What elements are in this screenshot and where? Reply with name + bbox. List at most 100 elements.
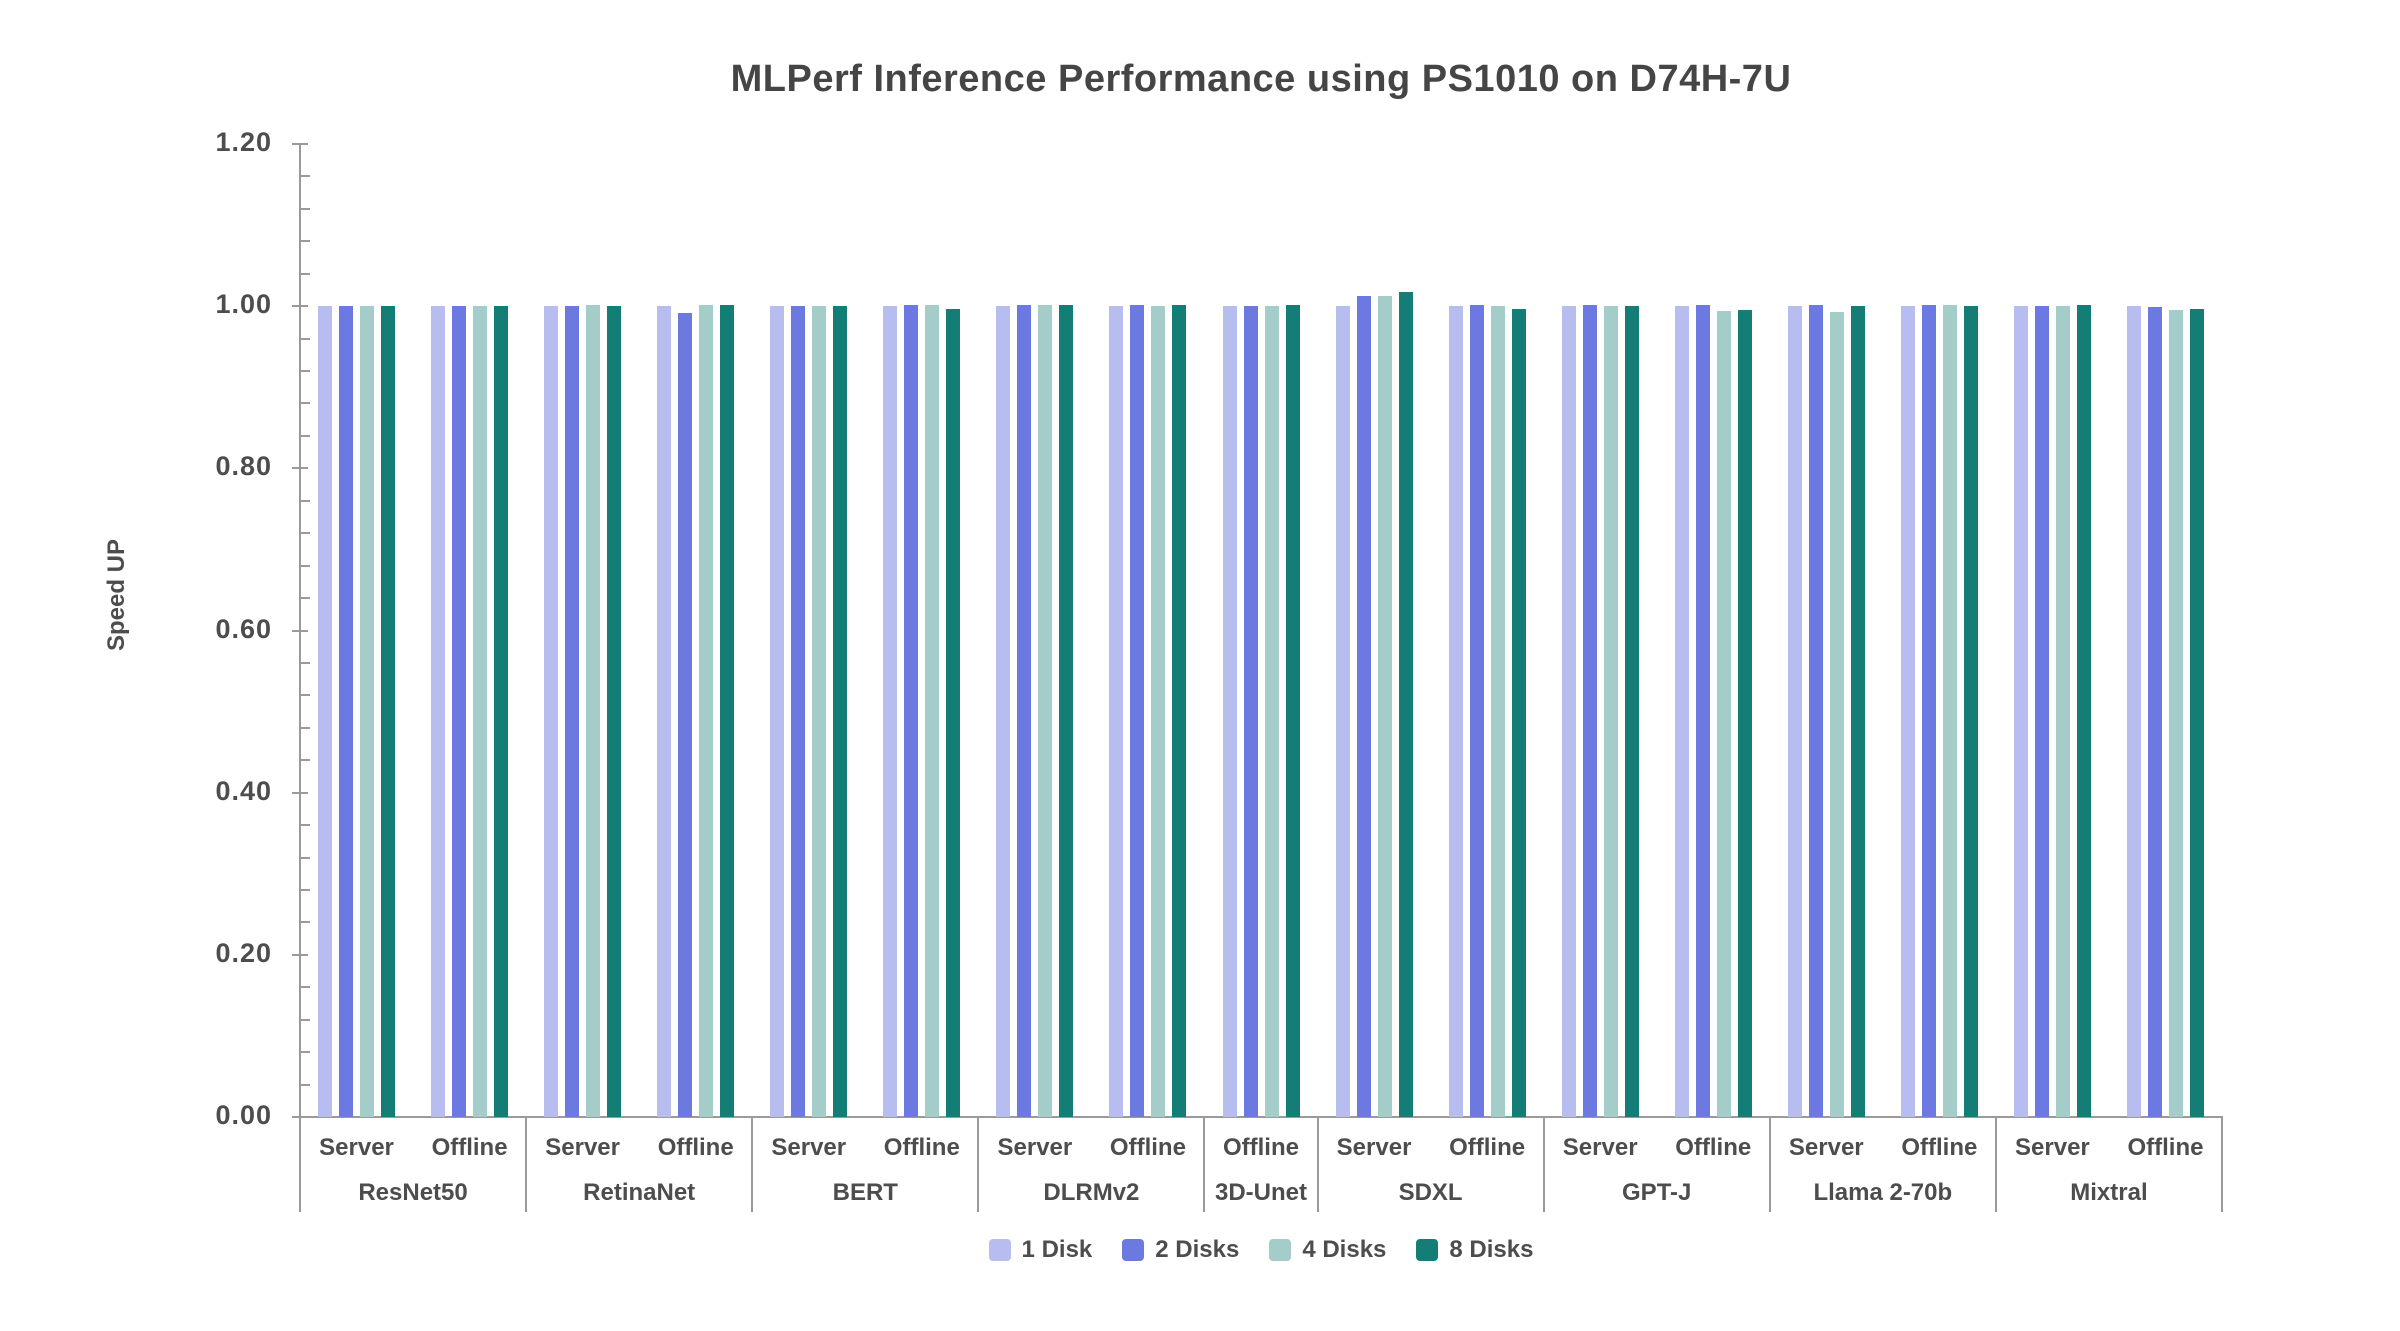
x-scenario-label: Server [997,1134,1073,1161]
bar-8-disks [2076,305,2091,1117]
bar-4-disks [812,306,827,1117]
x-scenario-label: Server [545,1134,620,1161]
bar-1-disk [996,306,1011,1117]
x-group-label: GPT-J [1622,1179,1692,1206]
bar-4-disks [1377,296,1392,1117]
y-tick-label: 0.00 [215,1100,272,1130]
bar-8-disks [1285,305,1300,1117]
bar-1-disk [2013,306,2028,1117]
bar-8-disks [1511,308,1526,1117]
bar-2-disks [1921,305,1936,1117]
group-separator [1316,1117,1319,1212]
legend-item: 1 Disk [988,1236,1093,1264]
x-axis-line [299,1116,2223,1118]
y-major-tick [292,467,308,470]
legend-swatch-icon [988,1239,1011,1261]
group-separator [1994,1117,1997,1212]
y-minor-tick [301,759,310,762]
y-major-tick [292,629,308,632]
x-group-label: SDXL [1398,1179,1463,1206]
y-minor-tick [301,661,310,664]
x-group-label: ResNet50 [358,1179,468,1206]
y-major-tick [292,143,308,145]
bar-4-disks [1603,306,1618,1117]
bar-4-disks [2055,306,2070,1117]
bar-4-disks [699,305,714,1117]
bar-2-disks [1695,305,1710,1117]
legend-label: 8 Disks [1449,1236,1534,1263]
bar-1-disk [431,306,446,1117]
legend-label: 4 Disks [1302,1236,1387,1263]
x-scenario-label: Offline [1675,1134,1752,1161]
bar-8-disks [607,306,622,1117]
bar-8-disks [1624,306,1639,1117]
y-tick-label: 0.80 [215,451,272,482]
bar-8-disks [1398,292,1413,1117]
y-minor-tick [301,597,310,600]
bar-1-disk [1109,306,1124,1117]
bar-2-disks [2034,306,2049,1117]
group-separator [525,1117,528,1212]
bar-8-disks [1737,310,1752,1117]
bar-4-disks [473,306,488,1117]
legend-item: 4 Disks [1269,1236,1386,1264]
y-tick-label: 1.20 [215,127,272,157]
bar-8-disks [381,306,396,1117]
bar-1-disk [883,306,898,1117]
x-group-label: 3D-Unet [1214,1179,1307,1206]
bar-1-disk [657,306,672,1117]
bar-2-disks [1243,306,1258,1117]
chart-title: MLPerf Inference Performance using PS101… [730,58,1792,100]
bar-2-disks [904,305,919,1117]
legend-swatch-icon [1122,1239,1145,1261]
y-minor-tick [301,694,310,697]
y-minor-tick [301,726,310,729]
bar-4-disks [1490,306,1505,1117]
bar-1-disk [1674,306,1689,1117]
y-axis-title: Speed UP [103,538,130,652]
legend-label: 1 Disk [1021,1236,1093,1263]
x-scenario-label: Server [1788,1134,1864,1161]
bar-4-disks [1942,305,1957,1117]
x-scenario-label: Offline [883,1134,960,1161]
y-minor-tick [301,207,310,210]
bar-2-disks [1356,296,1371,1117]
x-scenario-label: Server [771,1134,847,1161]
bar-4-disks [360,306,375,1117]
x-scenario-label: Server [1336,1134,1412,1161]
legend-item: 8 Disks [1416,1236,1533,1264]
bar-4-disks [1151,306,1166,1117]
y-minor-tick [301,1083,310,1086]
bar-8-disks [946,308,961,1117]
bar-4-disks [1038,305,1053,1117]
bar-8-disks [1963,306,1978,1117]
x-group-label: RetinaNet [583,1179,696,1206]
bar-4-disks [925,305,940,1117]
bar-2-disks [1017,305,1032,1117]
group-separator [1768,1117,1771,1212]
bar-8-disks [494,306,509,1117]
legend-swatch-icon [1269,1239,1292,1261]
group-separator [1203,1117,1206,1212]
y-minor-tick [301,175,310,178]
y-minor-tick [301,564,310,567]
bar-8-disks [720,305,735,1117]
bar-4-disks [1716,311,1731,1117]
bar-8-disks [1172,305,1187,1117]
bar-4-disks [1829,311,1844,1117]
x-group-label: Llama 2-70b [1813,1179,1953,1206]
y-minor-tick [301,921,310,924]
x-group-label: Mixtral [2070,1179,2148,1206]
bar-8-disks [1059,305,1074,1117]
y-tick-label: 0.40 [215,775,272,806]
x-scenario-label: Offline [1901,1134,1978,1161]
x-scenario-label: Offline [431,1134,508,1161]
x-scenario-label: Offline [1109,1134,1186,1161]
y-minor-tick [301,1051,310,1054]
legend-swatch-icon [1416,1239,1439,1261]
bar-2-disks [565,306,580,1117]
y-minor-tick [301,337,310,340]
bar-4-disks [1264,306,1279,1117]
y-major-tick [292,791,308,794]
